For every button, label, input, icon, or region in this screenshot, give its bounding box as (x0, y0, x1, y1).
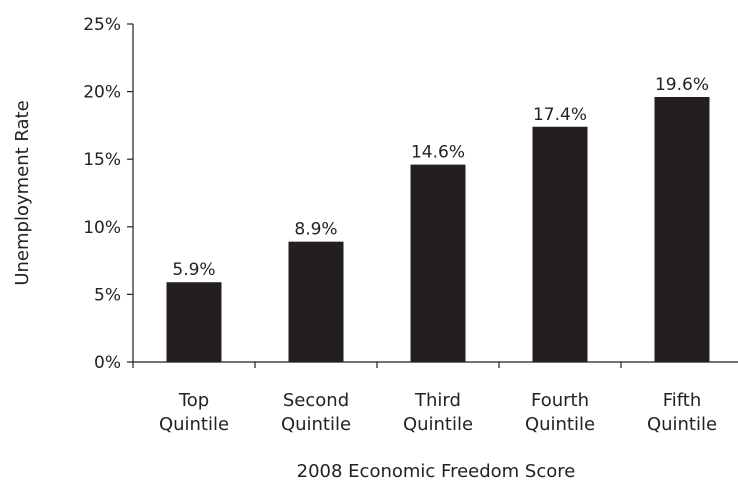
x-axis-title: 2008 Economic Freedom Score (297, 461, 576, 482)
x-category-label: Second Quintile (281, 390, 351, 435)
bar (410, 164, 466, 362)
y-tick-label: 20% (83, 83, 121, 103)
bar-data-label: 8.9% (294, 220, 337, 240)
bar (654, 97, 710, 363)
bar-data-label: 17.4% (533, 105, 587, 125)
bar-data-label: 14.6% (411, 143, 465, 163)
y-tick-label: 5% (94, 285, 121, 305)
x-category-label: Third Quintile (403, 390, 473, 435)
x-category-label: Top Quintile (159, 390, 229, 435)
y-tick-label: 10% (83, 218, 121, 238)
bar (288, 241, 344, 362)
y-tick-label: 15% (83, 150, 121, 170)
bar-data-label: 19.6% (655, 75, 709, 95)
x-category-label: Fifth Quintile (647, 390, 717, 435)
y-axis-title: Unemployment Rate (12, 100, 33, 285)
x-category-label: Fourth Quintile (525, 390, 595, 435)
bar-data-label: 5.9% (172, 260, 215, 280)
y-tick-label: 25% (83, 15, 121, 35)
bar (166, 282, 222, 362)
bar (532, 126, 588, 362)
y-tick-label: 0% (94, 353, 121, 373)
plot-area: 0% 5% 10% 15% 20% 25% 5.9% Top Quintile 8.9% Secon… (83, 15, 738, 435)
